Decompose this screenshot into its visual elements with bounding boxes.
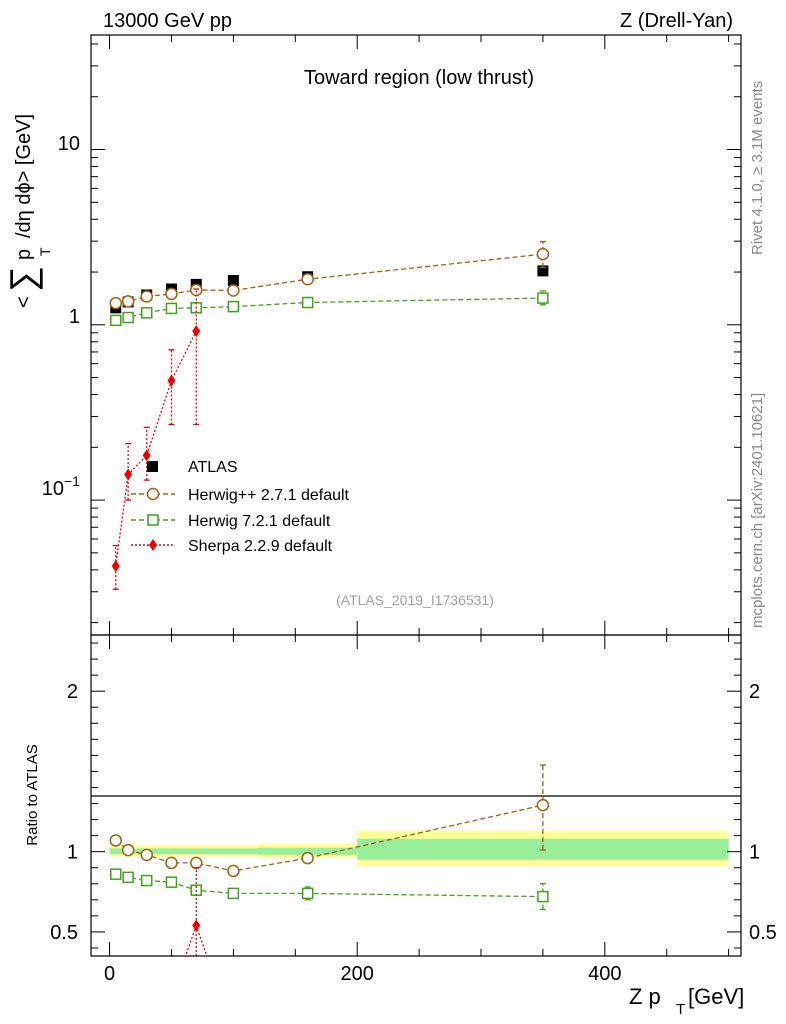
- legend-item-sherpa: Sherpa 2.2.9 default: [131, 538, 333, 555]
- main-herwig-7-2-1-default-line: [115, 297, 543, 322]
- ratio-herwig-2-7-1-default-point-0: [109, 834, 123, 847]
- plot-title: Toward region (low thrust): [304, 67, 534, 89]
- main-sherpa-2-2-9-default-point-2: [142, 449, 151, 462]
- ylabel-lt: <: [13, 296, 35, 308]
- ratio-herwig-7-2-1-default-line: [115, 873, 543, 898]
- ratio-ytick-label-right-0.5: 0.5: [749, 922, 777, 944]
- main-herwig-2-7-1-default-point-0: [109, 296, 123, 310]
- ratio-herwig-2-7-1-default-point-2: [140, 848, 153, 862]
- main-herwig-2-7-1-default-point-1: [121, 295, 135, 308]
- main-sherpa-2-2-9-default-point-3: [167, 374, 176, 387]
- ratio-ylabel: Ratio to ATLAS: [24, 744, 41, 845]
- main-sherpa-2-2-9-default-point-1: [124, 468, 133, 481]
- ratio-frame: [90, 634, 742, 957]
- ratio-herwig-2-7-1-default-point-1: [121, 843, 135, 857]
- main-ylabel: < ∑ p T /dη dϕ> [GeV]: [2, 114, 53, 308]
- legend-item-atlas: ATLAS: [147, 459, 238, 476]
- legend-label-sherpa: Sherpa 2.2.9 default: [188, 538, 333, 555]
- ratio-band-green-0: [109, 848, 259, 855]
- ratio-herwig-2-7-1-default-point-3: [165, 856, 178, 870]
- ytick-label-0.1-exp: −1: [64, 473, 80, 489]
- legend-item-herwigpp: Herwig++ 2.7.1 default: [131, 487, 350, 504]
- main-herwig-7-2-1-default-point-1: [122, 311, 134, 324]
- legend: ATLAS Herwig++ 2.7.1 default Herwig 7.2.…: [131, 459, 350, 555]
- legend-label-atlas: ATLAS: [188, 459, 238, 476]
- ratio-herwig-7-2-1-default-point-2: [140, 874, 153, 887]
- main-herwig-2-7-1-default-point-2: [140, 290, 153, 303]
- ratio-panel: 0.5 0.5 1 1 2 2 0 200 400 Ratio to ATLAS Z p T […: [24, 634, 777, 1018]
- energy-label: 13000 GeV pp: [103, 10, 232, 32]
- main-herwig-2-7-1-default-point-3: [165, 287, 178, 301]
- main-sherpa-2-2-9-default-point-0: [111, 560, 120, 573]
- ratio-ytick-label-left-0.5: 0.5: [50, 922, 78, 944]
- main-herwig-7-2-1-default-point-0: [110, 314, 122, 327]
- ratio-herwig-7-2-1-default-point-7: [537, 890, 549, 903]
- ytick-label-0.1-base: 10: [42, 478, 64, 500]
- main-ticks: [91, 35, 741, 635]
- main-herwig-7-2-1-default-point-2: [140, 307, 153, 319]
- ratio-herwig-7-2-1-default-point-5: [227, 887, 240, 900]
- ratio-ticks: [91, 635, 741, 956]
- main-atlas-point-5: [227, 274, 239, 286]
- ylabel-rest: /dη dϕ> [GeV]: [13, 114, 35, 238]
- main-panel: Toward region (low thrust) 10 1 10 −1 < …: [2, 34, 742, 636]
- legend-marker-herwig7: [147, 514, 159, 526]
- ratio-herwig-2-7-1-default-point-5: [227, 864, 240, 878]
- main-herwig-2-7-1-default-point-4: [189, 283, 203, 297]
- ratio-bands: [109, 830, 729, 867]
- ytick-label-1: 1: [69, 306, 80, 328]
- main-herwig-7-2-1-default-point-7: [537, 292, 549, 304]
- legend-label-herwigpp: Herwig++ 2.7.1 default: [188, 487, 350, 504]
- ratio-ytick-label-left-1: 1: [67, 842, 78, 864]
- main-data-layer: [109, 241, 550, 590]
- main-herwig-7-2-1-default-point-5: [227, 300, 240, 313]
- legend-marker-atlas: [147, 461, 158, 472]
- ratio-ytick-label-right-2: 2: [749, 681, 760, 703]
- ratio-xtick-label-0: 0: [104, 963, 115, 985]
- ratio-ytick-label-right-1: 1: [749, 842, 760, 864]
- ratio-herwig-2-7-1-default-point-4: [189, 856, 203, 870]
- xlabel: Z p T [GeV]: [629, 984, 744, 1018]
- main-herwig-7-2-1-default-point-3: [165, 302, 178, 315]
- xlabel-main: Z p: [629, 984, 661, 1009]
- ratio-data-layer: [109, 764, 550, 956]
- main-herwig-2-7-1-default-point-7: [536, 247, 550, 261]
- process-label: Z (Drell-Yan): [620, 10, 733, 32]
- main-atlas-point-7: [537, 265, 549, 277]
- legend-label-herwig7: Herwig 7.2.1 default: [188, 513, 331, 530]
- main-herwig-2-7-1-default-point-6: [301, 272, 314, 286]
- ylabel-sum: ∑: [2, 266, 43, 292]
- ratio-ytick-label-left-2: 2: [67, 681, 78, 703]
- analysis-watermark: (ATLAS_2019_I1736531): [336, 592, 494, 608]
- ratio-band-green-1: [258, 847, 358, 855]
- ytick-label-0.1: 10: [42, 478, 64, 500]
- ylabel-t: T: [37, 247, 53, 256]
- main-herwig-2-7-1-default-line: [115, 253, 543, 304]
- xlabel-sub: T: [676, 1001, 685, 1018]
- ylabel-p: p: [13, 249, 35, 260]
- ratio-sherpa-2-2-9-default-point-0: [192, 919, 201, 932]
- main-sherpa-2-2-9-default-line: [115, 330, 197, 567]
- legend-marker-sherpa: [149, 539, 157, 551]
- ytick-label-10: 10: [58, 133, 80, 155]
- main-herwig-7-2-1-default-point-6: [301, 296, 314, 309]
- legend-marker-herwigpp: [146, 487, 160, 501]
- mcplots-label: mcplots.cern.ch [arXiv:2401.10621]: [749, 393, 766, 628]
- ratio-herwig-2-7-1-default-point-7: [536, 798, 550, 812]
- ratio-herwig-7-2-1-default-point-3: [165, 876, 178, 888]
- rivet-label: Rivet 4.1.0, ≥ 3.1M events: [749, 81, 766, 255]
- main-sherpa-2-2-9-default-point-4: [192, 325, 201, 338]
- ratio-herwig-7-2-1-default-point-0: [110, 868, 122, 880]
- ratio-herwig-7-2-1-default-point-1: [122, 871, 134, 884]
- ratio-xtick-label-400: 400: [588, 963, 621, 985]
- ratio-xtick-label-200: 200: [341, 963, 374, 985]
- ratio-herwig-7-2-1-default-point-6: [301, 887, 314, 900]
- ratio-herwig-2-7-1-default-point-6: [301, 851, 314, 865]
- main-herwig-2-7-1-default-point-5: [227, 284, 240, 297]
- xlabel-unit: [GeV]: [688, 984, 744, 1009]
- legend-item-herwig7: Herwig 7.2.1 default: [131, 513, 331, 530]
- ratio-tick-labels: 0.5 0.5 1 1 2 2 0 200 400: [50, 681, 777, 985]
